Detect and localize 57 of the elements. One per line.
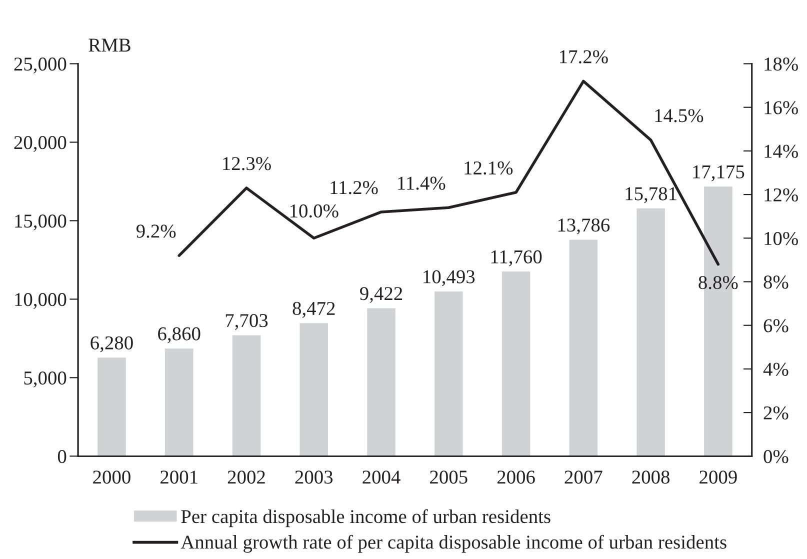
data-label: 11,760 xyxy=(491,250,542,266)
bar xyxy=(636,208,665,456)
y2-tick-label: 12% xyxy=(764,188,798,202)
data-label: 17,175 xyxy=(693,165,744,182)
legend-label: Per capita disposable income of urban residents xyxy=(181,509,550,528)
data-label: 10,493 xyxy=(424,270,475,286)
y2-tick-label: 16% xyxy=(764,101,798,114)
bar xyxy=(569,240,598,456)
data-label: 11.2% xyxy=(330,181,378,194)
data-label: 11.4% xyxy=(398,176,446,190)
x-tick-label: 2002 xyxy=(228,470,265,484)
y-tick-label: 15,000 xyxy=(15,214,66,230)
y-tick-label: 25,000 xyxy=(14,58,66,74)
x-tick-label: 2004 xyxy=(362,470,400,484)
y-tick-label: 0 xyxy=(58,450,66,464)
bar xyxy=(434,291,463,456)
y2-tick-label: 18% xyxy=(764,58,798,71)
y-tick-label: 10,000 xyxy=(15,292,66,309)
y-axis-title: RMB xyxy=(88,38,130,52)
data-label: 7,703 xyxy=(226,314,268,330)
y-tick-label: 20,000 xyxy=(14,136,66,152)
y-tick-label: 5,000 xyxy=(24,371,66,388)
data-label: 12.1% xyxy=(464,161,513,175)
x-tick-label: 2006 xyxy=(497,470,535,484)
y2-tick-label: 0% xyxy=(764,450,788,464)
data-label: 8,472 xyxy=(292,302,335,318)
data-label: 9,422 xyxy=(360,287,402,303)
legend-label: Annual growth rate of per capita disposable income of urban residents xyxy=(180,534,726,553)
y2-tick-label: 6% xyxy=(764,319,788,332)
y2-tick-label: 4% xyxy=(763,362,788,376)
bar xyxy=(164,348,194,456)
x-tick-label: 2007 xyxy=(564,470,602,484)
data-label: 6,860 xyxy=(158,327,200,344)
data-label: 8.8% xyxy=(698,276,738,290)
x-tick-label: 2005 xyxy=(430,470,468,484)
data-label: 15,781 xyxy=(626,187,676,204)
y2-tick-label: 10% xyxy=(764,232,798,246)
x-tick-label: 2008 xyxy=(632,470,670,484)
data-label: 9.2% xyxy=(136,224,176,238)
data-label: 13,786 xyxy=(558,218,610,234)
data-label: 14.5% xyxy=(655,109,704,122)
x-tick-label: 2003 xyxy=(295,470,333,484)
y2-tick-label: 8% xyxy=(764,276,788,289)
y2-tick-label: 2% xyxy=(764,406,788,420)
bar xyxy=(367,308,396,456)
bar xyxy=(98,358,126,456)
y2-tick-label: 14% xyxy=(764,144,798,158)
x-tick-label: 2009 xyxy=(700,470,737,484)
data-label: 6,280 xyxy=(90,336,133,352)
data-label: 12.3% xyxy=(223,157,271,170)
x-tick-label: 2001 xyxy=(160,470,198,484)
data-label: 17.2% xyxy=(560,50,608,64)
bar xyxy=(232,335,261,456)
bar xyxy=(300,323,328,456)
bar xyxy=(502,272,530,456)
x-tick-label: 2000 xyxy=(93,470,130,484)
data-label: 10.0% xyxy=(290,204,338,218)
